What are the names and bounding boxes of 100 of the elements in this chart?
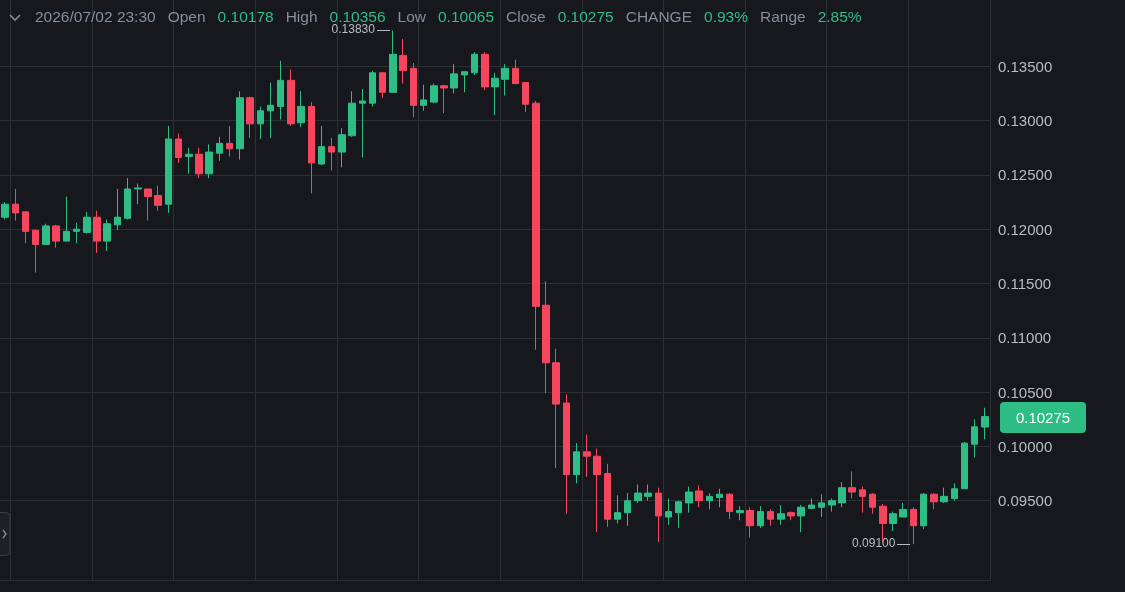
candlestick xyxy=(175,133,182,164)
candlestick xyxy=(838,481,846,508)
annotation: 0.10275 xyxy=(557,8,614,26)
candlestick xyxy=(542,280,550,394)
candlestick xyxy=(869,492,876,515)
candlestick xyxy=(420,84,427,112)
candlestick xyxy=(501,63,509,97)
candlestick xyxy=(951,482,958,502)
candlestick xyxy=(42,223,50,245)
annotation: Open xyxy=(167,8,206,26)
candlestick xyxy=(593,448,601,533)
candlestick xyxy=(634,483,642,504)
y-tick-label: 0.12500 xyxy=(998,166,1053,184)
annotation: Close xyxy=(506,8,546,26)
candlestick xyxy=(277,60,284,120)
y-tick-label: 0.13000 xyxy=(998,112,1053,130)
candlestick xyxy=(93,210,101,254)
candlestick xyxy=(624,492,631,527)
candlestick xyxy=(430,83,438,104)
y-tick-label: 0.09500 xyxy=(998,492,1053,510)
y-tick-label: 0.11000 xyxy=(998,329,1052,347)
candlestick xyxy=(369,70,376,107)
candlestick xyxy=(797,504,805,533)
candlestick xyxy=(848,470,856,500)
candlestick xyxy=(746,506,754,539)
candlestick xyxy=(532,100,540,351)
candlestick xyxy=(22,211,29,244)
candlestick xyxy=(859,486,866,514)
candlestick xyxy=(440,84,448,114)
candlestick xyxy=(808,498,815,510)
candlestick xyxy=(981,407,989,440)
candlestick xyxy=(103,218,111,252)
candlestick xyxy=(899,502,907,518)
candlestick xyxy=(726,492,733,520)
candlestick xyxy=(379,72,386,99)
candlestick xyxy=(716,488,723,508)
candlestick xyxy=(665,498,672,526)
y-tick-label: 0.10000 xyxy=(998,437,1053,455)
candlestick xyxy=(389,29,397,93)
candlestick xyxy=(910,506,917,545)
candlestick xyxy=(144,188,152,221)
text: 0.10275 xyxy=(1000,401,1086,433)
candlestick xyxy=(410,62,417,118)
annotation: 2026/07/02 23:30 xyxy=(35,8,156,26)
y-tick-label: 0.10500 xyxy=(998,383,1053,401)
candlestick xyxy=(481,51,489,91)
candlestick xyxy=(685,486,693,514)
candlestick xyxy=(461,71,468,93)
candlestick xyxy=(165,125,172,214)
candlestick xyxy=(971,418,978,458)
annotation: CHANGE xyxy=(625,8,693,26)
candlestick xyxy=(216,136,223,162)
y-tick-label: 0.11500 xyxy=(998,274,1052,292)
candlestick xyxy=(287,69,295,127)
annotation: Low xyxy=(397,8,426,26)
candlestick xyxy=(267,82,274,139)
annotation: 0.10065 xyxy=(437,8,495,26)
candlestick xyxy=(940,487,948,504)
candlestick xyxy=(124,177,131,220)
candlestick xyxy=(328,137,335,172)
candlestick xyxy=(12,188,19,221)
candlestick xyxy=(185,147,193,175)
candlestick xyxy=(757,505,764,529)
annotation: Range xyxy=(759,8,806,26)
candlestick xyxy=(195,147,203,179)
candlestick xyxy=(828,498,836,513)
candlestick xyxy=(644,483,652,502)
candlestick xyxy=(736,505,744,521)
candlestick xyxy=(818,493,825,518)
candlestick xyxy=(614,494,621,525)
candlestick xyxy=(338,127,346,168)
candlestick xyxy=(604,463,611,528)
candlestick xyxy=(675,500,682,529)
candlestick xyxy=(63,196,70,242)
candlestick xyxy=(655,487,662,543)
candlestick xyxy=(767,508,774,527)
candlestick xyxy=(512,59,519,85)
annotation: High xyxy=(285,8,318,26)
annotation: 0.13830 xyxy=(330,22,375,37)
candlestick xyxy=(563,393,570,515)
candlestick xyxy=(450,63,458,94)
y-tick-label: 0.12000 xyxy=(998,220,1053,238)
candlestick xyxy=(961,441,968,490)
candlestick xyxy=(706,492,713,510)
candlestick xyxy=(246,96,254,139)
candlestick xyxy=(787,511,795,521)
candlestick xyxy=(297,90,305,128)
candlestick xyxy=(83,211,91,235)
candlestick xyxy=(777,504,785,526)
candlestick xyxy=(471,51,478,76)
annotation: 0.10178 xyxy=(217,8,274,26)
annotation: 2.85% xyxy=(817,8,862,26)
candlestick xyxy=(226,125,233,157)
candlestick xyxy=(134,183,142,205)
candlestick xyxy=(1,201,9,220)
candlestick xyxy=(491,72,499,116)
candlestick xyxy=(318,125,325,166)
candlestick xyxy=(32,229,39,274)
candlestick xyxy=(205,143,213,179)
candlestick xyxy=(348,90,356,138)
